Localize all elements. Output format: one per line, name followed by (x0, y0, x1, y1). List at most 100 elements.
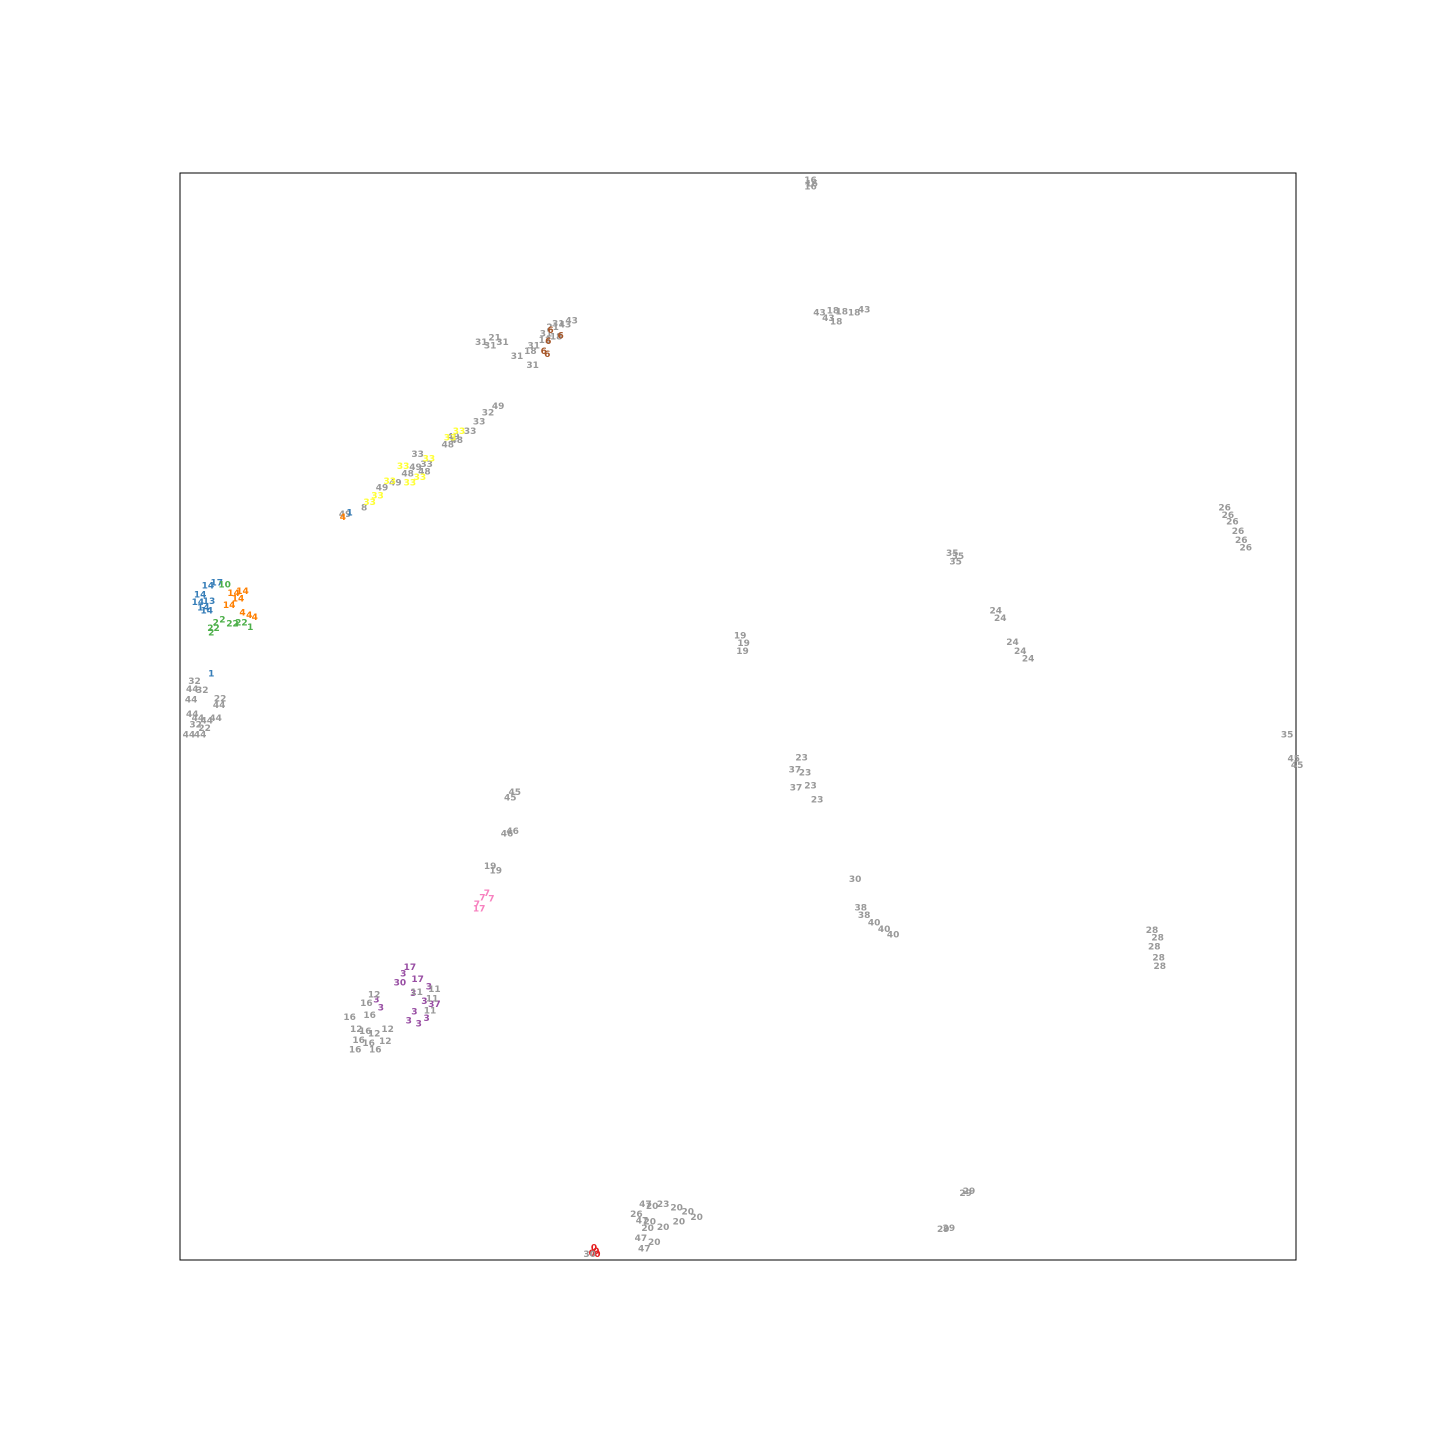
point-label: 44 (186, 710, 199, 720)
point-label: 16 (805, 179, 818, 189)
point-label: 49 (492, 402, 505, 412)
point-label: 0 (589, 1249, 595, 1259)
point-label: 4 (252, 613, 258, 623)
point-label: 21 (488, 334, 501, 344)
point-label: 16 (352, 1036, 365, 1046)
point-label: 49 (376, 484, 389, 494)
point-label: 26 (1226, 517, 1239, 527)
point-label: 16 (349, 1046, 362, 1056)
point-label: 12 (350, 1025, 363, 1035)
point-label: 40 (878, 925, 891, 935)
point-label: 28 (1148, 942, 1161, 952)
point-label: 22 (235, 619, 248, 629)
point-label: 48 (401, 470, 414, 480)
point-label: 26 (1240, 544, 1253, 554)
point-label: 0 (593, 1247, 599, 1257)
point-label: 3 (423, 1014, 429, 1024)
point-label: 17 (404, 963, 417, 973)
point-label: 45 (1291, 761, 1304, 771)
point-label: 11 (428, 985, 441, 995)
point-label: 24 (1006, 638, 1019, 648)
point-label: 35 (946, 549, 959, 559)
point-label: 23 (795, 753, 808, 763)
point-label: 29 (963, 1187, 976, 1197)
point-label: 20 (646, 1202, 659, 1212)
point-label: 31 (552, 320, 565, 330)
point-label: 46 (501, 829, 514, 839)
point-label: 23 (811, 796, 824, 806)
point-label: 28 (1146, 926, 1159, 936)
point-label: 13 (203, 597, 216, 607)
point-label: 33 (411, 450, 424, 460)
point-label: 17 (473, 904, 486, 914)
point-label: 24 (994, 614, 1007, 624)
point-label: 31 (526, 361, 539, 371)
point-label: 14 (201, 607, 214, 617)
point-label: 2 (219, 615, 225, 625)
point-label: 33 (404, 478, 417, 488)
point-label: 12 (368, 990, 381, 1000)
point-label: 22 (214, 695, 227, 705)
point-label: 32 (482, 409, 495, 419)
point-label: 13 (539, 336, 552, 346)
point-label: 43 (559, 321, 572, 331)
point-label: 33 (397, 462, 410, 472)
point-label: 30 (583, 1250, 596, 1260)
point-label: 43 (858, 306, 871, 316)
point-label: 40 (887, 931, 900, 941)
point-label: 17 (211, 578, 224, 588)
point-label: 44 (194, 731, 207, 741)
point-label: 44 (185, 696, 198, 706)
point-label: 33 (444, 434, 457, 444)
point-label: 43 (822, 314, 835, 324)
point-label: 29 (943, 1224, 956, 1234)
point-label: 6 (545, 337, 551, 347)
point-label: 7 (484, 889, 490, 899)
point-label: 20 (657, 1223, 670, 1233)
point-label: 47 (635, 1234, 648, 1244)
point-label: 47 (636, 1216, 649, 1226)
point-label: 1 (208, 670, 214, 680)
point-label: 2 (213, 619, 219, 629)
point-label: 16 (362, 1039, 375, 1049)
point-label: 28 (1152, 953, 1165, 963)
point-label: 0 (591, 1244, 597, 1254)
point-label: 45 (1288, 754, 1301, 764)
point-label: 48 (442, 440, 455, 450)
point-label: 20 (690, 1213, 703, 1223)
point-label: 30 (849, 875, 862, 885)
point-label: 18 (524, 347, 537, 357)
point-label: 26 (1235, 536, 1248, 546)
point-label: 33 (384, 477, 397, 487)
point-label: 20 (673, 1218, 686, 1228)
point-label: 44 (183, 731, 196, 741)
point-label: 45 (504, 794, 517, 804)
point-label: 3 (378, 1003, 384, 1013)
point-label: 16 (343, 1013, 356, 1023)
point-label: 17 (411, 975, 424, 985)
point-label: 20 (644, 1218, 657, 1228)
point-label: 14 (232, 595, 245, 605)
point-label: 6 (547, 326, 553, 336)
point-label: 7 (488, 895, 494, 905)
point-label: 3 (406, 1016, 412, 1026)
point-label: 14 (223, 601, 236, 611)
point-label: 22 (207, 624, 220, 634)
point-label: 3 (373, 996, 379, 1006)
point-label: 6 (541, 347, 547, 357)
point-label: 33 (464, 427, 477, 437)
point-label: 1 (247, 623, 253, 633)
point-label: 16 (360, 999, 373, 1009)
point-label: 30 (394, 978, 407, 988)
point-label: 18 (836, 308, 849, 318)
point-label: 23 (799, 769, 812, 779)
point-label: 22 (198, 724, 211, 734)
point-label: 44 (213, 701, 226, 711)
point-label: 12 (381, 1025, 394, 1035)
point-label: 43 (565, 316, 578, 326)
point-label: 22 (226, 620, 239, 630)
point-label: 11 (426, 995, 439, 1005)
point-label: 43 (813, 309, 826, 319)
